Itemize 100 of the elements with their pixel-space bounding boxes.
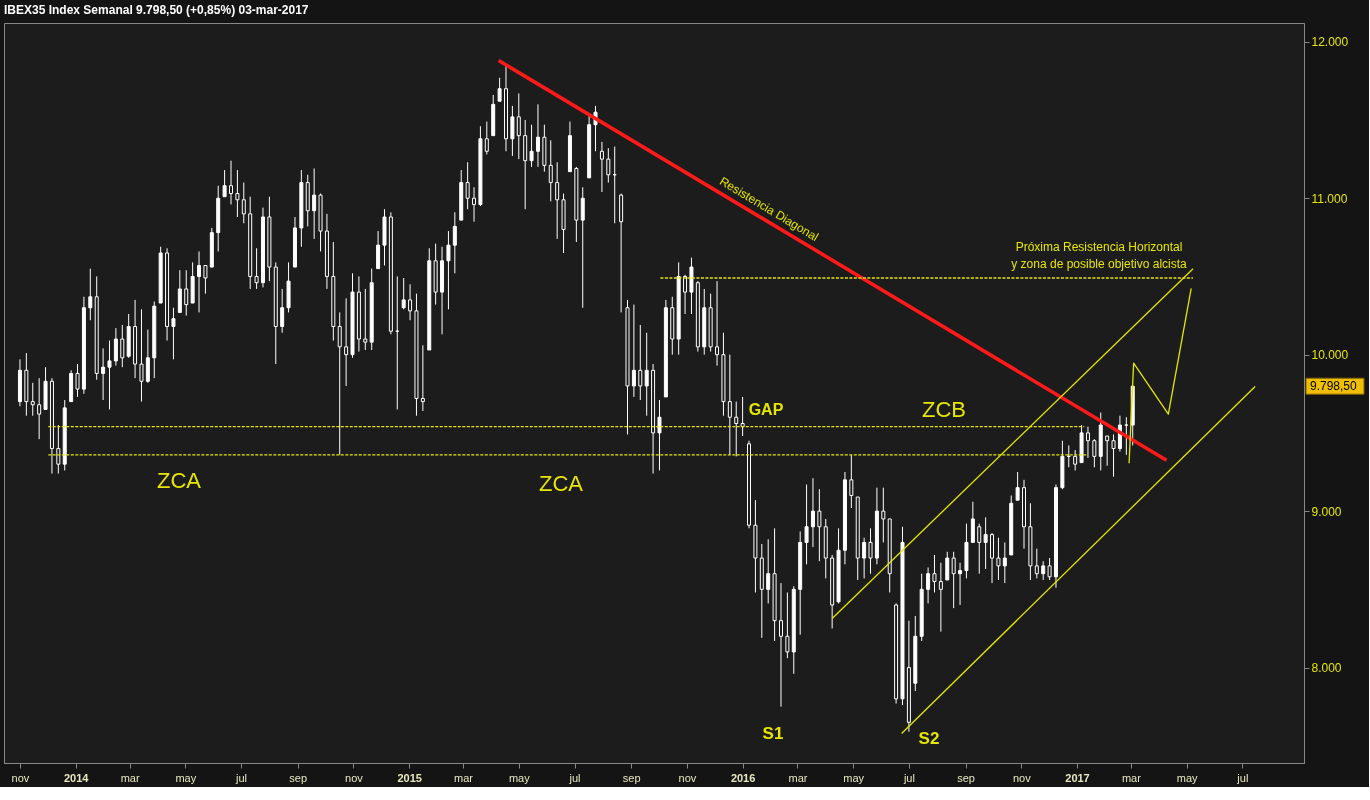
x-tick-label: nov <box>678 771 697 784</box>
candlestick <box>1105 435 1110 467</box>
candlestick <box>177 269 182 313</box>
candlestick <box>778 582 783 708</box>
candlestick <box>1111 433 1116 478</box>
candlestick <box>145 329 150 384</box>
candlestick <box>638 324 643 401</box>
x-tick-label: 2014 <box>63 771 90 784</box>
candlestick <box>977 523 982 575</box>
candlestick <box>862 537 867 579</box>
candlestick <box>990 532 995 584</box>
candlestick <box>420 344 425 412</box>
candlestick <box>376 230 381 270</box>
candlestick <box>683 274 688 315</box>
candlestick <box>951 551 956 609</box>
candlestick <box>606 147 611 184</box>
candlestick <box>996 537 1001 581</box>
candlestick <box>881 487 886 543</box>
x-tick-label: mar <box>1121 771 1142 784</box>
candlestick <box>184 269 189 317</box>
candlestick <box>849 454 854 509</box>
candlestick <box>344 297 349 387</box>
candlestick <box>1047 557 1052 581</box>
candlestick <box>1034 548 1039 579</box>
y-tick-label: 10.000 <box>1311 348 1349 363</box>
x-tick-label: 2016 <box>730 771 756 784</box>
line-series <box>1128 287 1192 464</box>
candlestick <box>280 288 285 334</box>
x-tick-label: nov <box>11 771 30 784</box>
candlestick <box>120 324 125 368</box>
candlestick <box>30 382 35 417</box>
candlestick <box>1002 541 1007 584</box>
x-tick-label: jul <box>235 771 248 784</box>
candlestick <box>497 77 502 102</box>
candlestick <box>817 488 822 562</box>
candlestick <box>484 121 489 155</box>
annotation: Próxima Resistencia Horizontal y zona de posible objetivo alcista <box>1011 240 1188 271</box>
x-tick-label: nov <box>345 771 364 784</box>
candlestick <box>657 399 662 471</box>
x-tick-label: sep <box>289 771 308 784</box>
candlestick <box>926 566 931 604</box>
candlestick <box>101 347 106 401</box>
candlestick <box>868 527 873 575</box>
candlestick <box>241 182 246 224</box>
candlestick <box>1124 416 1129 456</box>
candlestick <box>139 308 144 403</box>
candlestick <box>958 562 963 606</box>
x-tick-label: sep <box>622 771 641 784</box>
candlestick <box>804 484 809 565</box>
candlestick <box>37 377 42 440</box>
annotation: ZCA <box>157 468 202 493</box>
candlestick <box>529 124 534 168</box>
candlestick <box>580 186 585 309</box>
candlestick <box>229 160 233 205</box>
candlestick <box>312 168 317 240</box>
candlestick <box>715 280 720 367</box>
candlestick <box>113 327 118 367</box>
candlestick <box>727 354 732 456</box>
candlestick <box>197 250 202 313</box>
x-tick-label: mar <box>120 771 140 784</box>
candlestick <box>1085 426 1090 459</box>
candlestick <box>75 363 80 398</box>
candlestick <box>740 396 745 437</box>
annotation: ZCA <box>539 471 584 496</box>
candlestick <box>254 247 259 290</box>
chart-title: IBEX35 Index Semanal 9.798,50 (+0,85%) 03-mar-2017 <box>4 3 309 17</box>
candlestick <box>171 307 176 360</box>
x-tick-label: 2015 <box>397 771 422 784</box>
x-tick-label: mar <box>454 771 474 784</box>
candlestick <box>932 554 937 593</box>
candlestick <box>203 264 208 295</box>
candlestick <box>222 169 227 198</box>
candlestick <box>810 477 815 548</box>
candlestick <box>88 268 93 321</box>
x-tick-label: jul <box>1236 771 1249 784</box>
y-tick-label: 8.000 <box>1311 661 1342 676</box>
x-tick-label: jul <box>902 771 915 784</box>
candlestick <box>548 139 553 202</box>
candlestick <box>56 424 61 475</box>
candlestick <box>644 332 649 417</box>
candlestick <box>235 169 240 218</box>
candlestick <box>945 551 950 581</box>
candlestick <box>631 304 636 398</box>
x-tick-label: 2017 <box>1065 771 1090 784</box>
annotation: GAP <box>748 401 784 418</box>
x-tick-label: jul <box>568 771 581 784</box>
x-tick-label: may <box>843 771 865 784</box>
x-tick-label: nov <box>1012 771 1032 784</box>
candlestick <box>734 401 739 457</box>
candlestick <box>472 186 477 223</box>
candlestick <box>337 311 342 456</box>
x-tick-label: may <box>508 771 531 784</box>
x-tick-label: may <box>1176 771 1199 784</box>
candlestick <box>938 562 943 633</box>
candlestick <box>766 538 771 604</box>
candlestick <box>401 277 406 310</box>
candlestick <box>1015 471 1020 501</box>
candlestick <box>555 161 560 240</box>
candlestick <box>983 516 988 570</box>
candlestick <box>970 501 975 543</box>
